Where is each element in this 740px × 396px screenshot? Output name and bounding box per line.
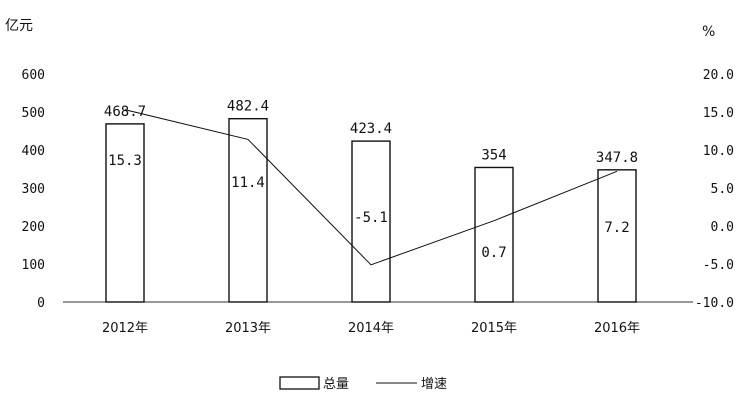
legend-bar-swatch xyxy=(279,376,320,390)
bar xyxy=(105,123,145,303)
left-axis-ticks: 0 100 200 300 400 500 600 xyxy=(22,68,45,311)
bar xyxy=(351,140,391,303)
right-tick-label: 15.0 xyxy=(703,106,734,121)
bar xyxy=(597,169,637,303)
legend-line-label: 增速 xyxy=(421,377,447,392)
line-value-label: 7.2 xyxy=(604,220,629,236)
bar xyxy=(474,166,514,303)
left-tick-label: 100 xyxy=(22,258,45,273)
bar-value-labels: 468.7 482.4 423.4 354 347.8 xyxy=(104,99,638,166)
left-tick-label: 0 xyxy=(37,296,45,311)
bar-value-label: 423.4 xyxy=(350,121,392,137)
left-tick-label: 300 xyxy=(22,182,45,197)
category-labels: 2012年 2013年 2014年 2015年 2016年 xyxy=(102,321,640,336)
x-tick-label: 2016年 xyxy=(594,321,640,336)
right-tick-label: -5.0 xyxy=(703,258,734,273)
left-tick-label: 200 xyxy=(22,220,45,235)
x-tick-label: 2014年 xyxy=(348,321,394,336)
rate-line xyxy=(124,109,618,266)
left-axis-unit: 亿元 xyxy=(5,18,33,34)
right-tick-label: 0.0 xyxy=(711,220,734,235)
left-tick-label: 400 xyxy=(22,144,45,159)
right-axis-unit: % xyxy=(702,24,715,40)
x-tick-label: 2012年 xyxy=(102,321,148,336)
bar-value-label: 347.8 xyxy=(596,150,638,166)
legend: 总量 增速 xyxy=(279,376,447,392)
line-value-label: 15.3 xyxy=(108,153,142,169)
line-value-label: 0.7 xyxy=(481,245,506,261)
x-tick-label: 2013年 xyxy=(225,321,271,336)
left-tick-label: 600 xyxy=(22,68,45,83)
bar-value-label: 468.7 xyxy=(104,104,146,120)
right-axis-ticks: -10.0 -5.0 0.0 5.0 10.0 15.0 20.0 xyxy=(695,68,734,311)
bar-value-label: 482.4 xyxy=(227,99,269,115)
line-value-label: -5.1 xyxy=(354,210,388,226)
right-tick-label: 20.0 xyxy=(703,68,734,83)
line-value-labels: 15.3 11.4 -5.1 0.7 7.2 xyxy=(108,153,630,261)
bar-value-label: 354 xyxy=(481,147,506,163)
legend-bar-label: 总量 xyxy=(323,377,349,392)
right-tick-label: 5.0 xyxy=(711,182,734,197)
bar-series xyxy=(105,117,637,303)
right-tick-label: -10.0 xyxy=(695,296,734,311)
x-tick-label: 2015年 xyxy=(471,321,517,336)
line-value-label: 11.4 xyxy=(231,175,265,191)
right-tick-label: 10.0 xyxy=(703,144,734,159)
bar xyxy=(228,117,268,303)
left-tick-label: 500 xyxy=(22,106,45,121)
